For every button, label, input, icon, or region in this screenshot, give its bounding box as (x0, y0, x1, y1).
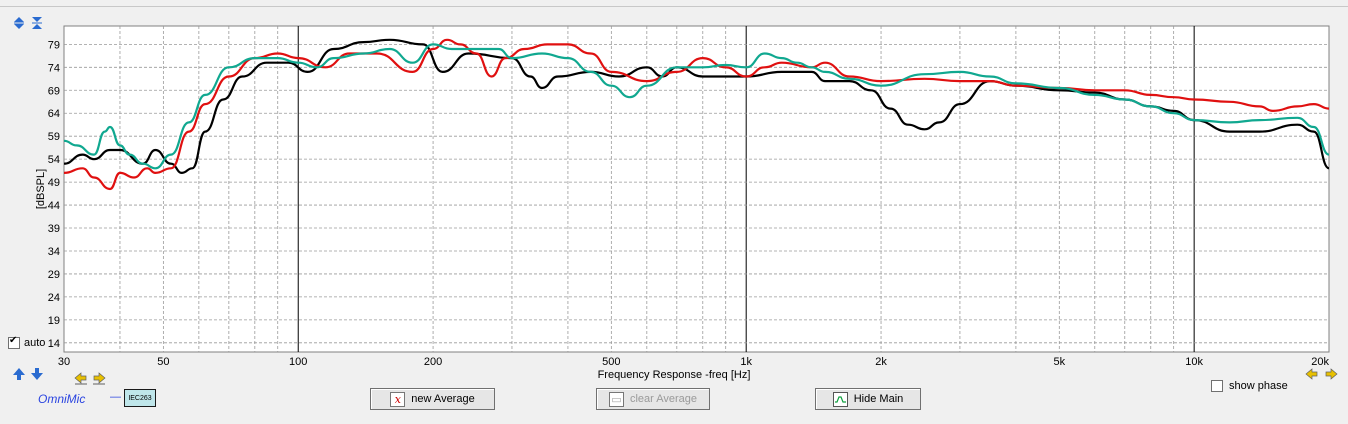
zoom-y-out-icon[interactable] (30, 16, 44, 30)
brand-label: OmniMic (38, 392, 86, 406)
plot-area (63, 25, 1330, 353)
y-tick-label: 79 (48, 39, 60, 51)
y-tick-labels: 79 74 69 64 59 54 49 44 39 34 29 24 19 14 (48, 39, 60, 349)
y-tick-label: 44 (48, 200, 60, 212)
show-phase-label: show phase (1229, 380, 1288, 392)
show-phase-toggle[interactable]: show phase (1211, 380, 1288, 392)
y-tick-label: 24 (48, 292, 60, 304)
x-tick-label: 200 (424, 356, 442, 368)
scroll-down-icon[interactable] (30, 367, 44, 381)
scroll-up-icon[interactable] (12, 367, 26, 381)
iec-badge[interactable]: IEC263 (124, 389, 156, 407)
y-tick-label: 69 (48, 85, 60, 97)
hide-main-label: Hide Main (853, 393, 904, 405)
clear-average-button[interactable]: ▭ clear Average (596, 388, 710, 410)
new-average-label: new Average (411, 393, 475, 405)
x-tick-label: 50 (157, 356, 169, 368)
show-phase-checkbox[interactable] (1211, 380, 1223, 392)
series-line-1 (63, 38, 1330, 191)
x-tick-label: 20k (1311, 356, 1329, 368)
y-tick-label: 29 (48, 269, 60, 281)
y-tick-label: 74 (48, 62, 60, 74)
x-tick-label: 500 (602, 356, 620, 368)
y-tick-label: 34 (48, 246, 60, 258)
x-tick-label: 1k (740, 356, 752, 368)
y-tick-label: 19 (48, 315, 60, 327)
x-tick-labels: 30 50 100 200 500 1k 2k 5k 10k 20k (58, 356, 1330, 368)
auto-checkbox[interactable] (8, 335, 20, 349)
top-toolbar-strip (0, 0, 1348, 7)
y-axis-label: [dBSPL] (35, 169, 47, 209)
zoom-y-in-icon[interactable] (12, 16, 26, 30)
y-tick-label: 49 (48, 177, 60, 189)
x-average-icon: x (390, 391, 406, 407)
y-tick-label: 54 (48, 154, 60, 166)
x-tick-label: 2k (875, 356, 887, 368)
auto-label: auto (24, 337, 46, 349)
series-group (63, 38, 1330, 191)
x-tick-label: 5k (1053, 356, 1065, 368)
scroll-right-icon[interactable] (92, 371, 106, 385)
curve-icon (832, 391, 848, 407)
x-tick-label: 100 (289, 356, 307, 368)
hide-main-button[interactable]: Hide Main (815, 388, 921, 410)
y-tick-label: 59 (48, 131, 60, 143)
grid-lines (64, 26, 1329, 352)
x-axis-label: Frequency Response -freq [Hz] (597, 369, 751, 381)
zoom-x-right-icon[interactable] (1324, 367, 1338, 381)
mic-line-icon: — (110, 391, 121, 403)
eraser-icon: ▭ (608, 391, 624, 407)
clear-average-label: clear Average (629, 393, 698, 405)
x-tick-label: 10k (1185, 356, 1203, 368)
series-line-2 (63, 43, 1330, 170)
series-line-0 (63, 38, 1330, 174)
new-average-button[interactable]: x new Average (370, 388, 495, 410)
y-tick-label: 64 (48, 108, 60, 120)
x-tick-label: 30 (58, 356, 70, 368)
auto-scale-toggle[interactable]: auto (8, 335, 46, 349)
y-tick-label: 14 (48, 338, 60, 350)
y-tick-label: 39 (48, 223, 60, 235)
scroll-left-icon[interactable] (74, 371, 88, 385)
zoom-x-left-icon[interactable] (1305, 367, 1319, 381)
